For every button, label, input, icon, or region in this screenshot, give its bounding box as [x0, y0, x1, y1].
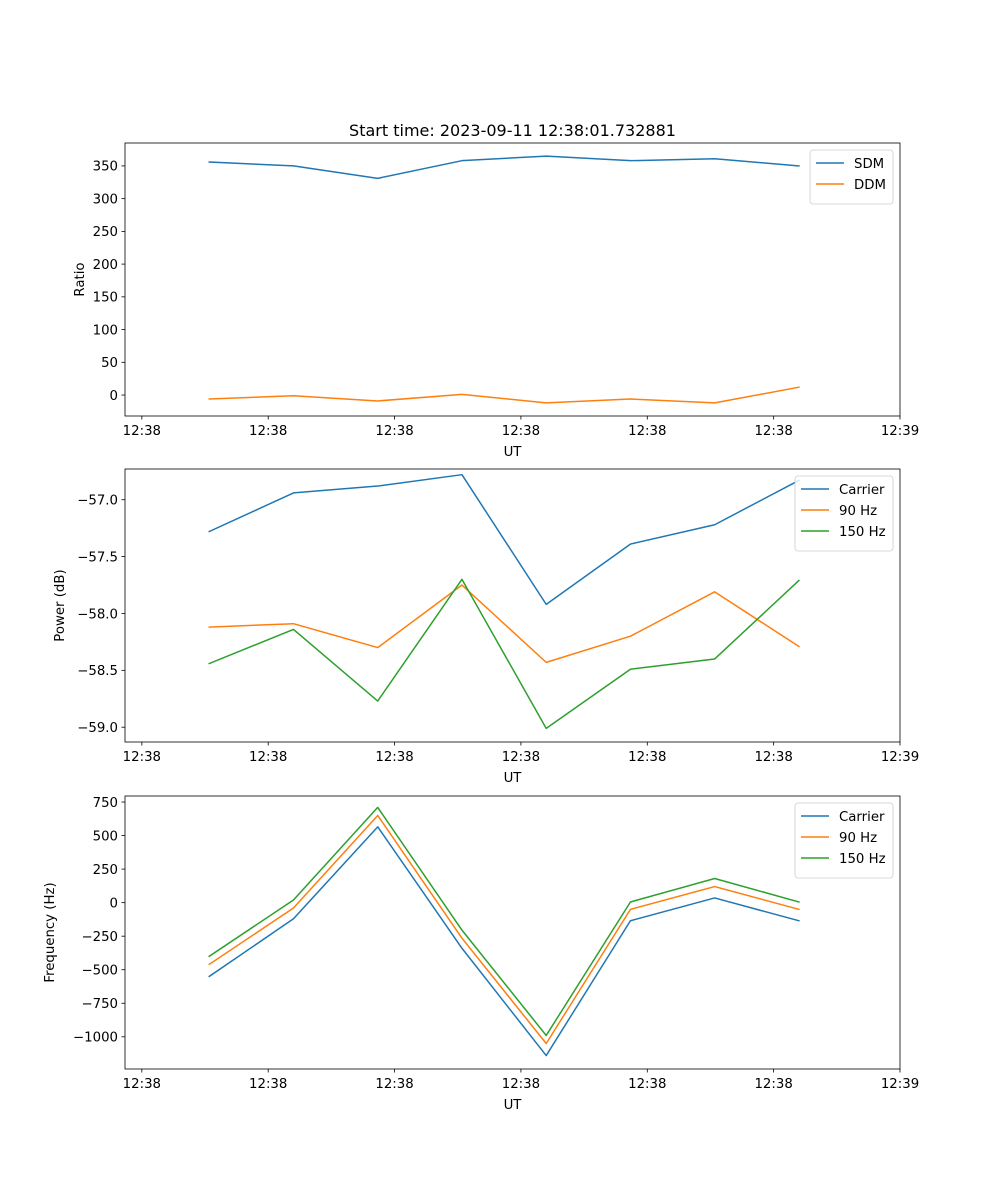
legend: Carrier 90 Hz 150 Hz — [794, 802, 894, 879]
x-tick-label: 12:39 — [881, 750, 919, 765]
y-axis-label: Ratio — [73, 262, 88, 296]
x-tick-label: 12:38 — [628, 1077, 666, 1092]
y-tick-label: −1000 — [73, 1031, 118, 1046]
legend-label: Carrier — [839, 483, 885, 498]
x-axis-label: UT — [504, 771, 523, 786]
legend-label: 150 Hz — [839, 525, 886, 540]
series-line-sdm — [208, 155, 800, 180]
series-line-150-hz — [208, 578, 800, 730]
y-tick-label: −58.5 — [77, 664, 118, 679]
x-tick-label: 12:38 — [249, 1077, 287, 1092]
legend-label: 150 Hz — [839, 852, 886, 867]
axes-frame — [124, 795, 901, 1070]
legend-label: 90 Hz — [839, 504, 877, 519]
axes-frame — [124, 468, 901, 743]
y-tick-label: −750 — [81, 997, 118, 1012]
y-tick-label: 250 — [93, 225, 118, 240]
legend-label: DDM — [854, 178, 886, 193]
legend: Carrier 90 Hz 150 Hz — [794, 475, 894, 552]
chart-panel-2: 12:38 12:38 12:38 12:38 12:38 12:38 12:39 −59.0… — [53, 468, 919, 786]
y-tick-label: −59.0 — [77, 721, 118, 736]
x-axis-label: UT — [504, 445, 523, 460]
x-tick-label: 12:38 — [502, 1077, 540, 1092]
y-tick-label: −250 — [81, 930, 118, 945]
y-tick-label: 200 — [93, 258, 118, 273]
y-tick-label: 50 — [101, 356, 118, 371]
y-tick-label: −57.5 — [77, 550, 118, 565]
chart-title: Start time: 2023-09-11 12:38:01.732881 — [349, 121, 676, 140]
x-tick-label: 12:38 — [123, 424, 161, 439]
y-tick-label: −57.0 — [77, 494, 118, 509]
y-tick-label: 300 — [93, 192, 118, 207]
series-line-90-hz — [208, 814, 800, 1045]
series-line-ddm — [208, 386, 800, 404]
series-line-carrier — [208, 473, 800, 606]
y-tick-label: 100 — [93, 323, 118, 338]
plot-area — [125, 469, 900, 742]
x-tick-label: 12:38 — [502, 424, 540, 439]
y-tick-label: 350 — [93, 160, 118, 175]
y-tick-label: 750 — [93, 796, 118, 811]
x-tick-label: 12:38 — [628, 750, 666, 765]
series-line-90-hz — [208, 584, 800, 664]
x-tick-label: 12:38 — [502, 750, 540, 765]
x-tick-label: 12:38 — [123, 1077, 161, 1092]
chart-panel-1: 12:38 12:38 12:38 12:38 12:38 12:38 12:39 0 50 10… — [73, 121, 919, 460]
y-axis-label: Frequency (Hz) — [43, 882, 58, 982]
chart-panel-3: 12:38 12:38 12:38 12:38 12:38 12:38 12:39 −1000… — [43, 795, 919, 1113]
x-tick-label: 12:38 — [628, 424, 666, 439]
x-tick-label: 12:38 — [375, 424, 413, 439]
y-tick-label: 250 — [93, 863, 118, 878]
y-axis-label: Power (dB) — [53, 569, 68, 641]
x-tick-label: 12:39 — [881, 1077, 919, 1092]
legend-label: Carrier — [839, 810, 885, 825]
legend-label: 90 Hz — [839, 831, 877, 846]
x-tick-label: 12:38 — [249, 424, 287, 439]
x-tick-label: 12:38 — [754, 1077, 792, 1092]
y-tick-label: 0 — [110, 896, 118, 911]
x-tick-label: 12:38 — [375, 750, 413, 765]
plot-area — [125, 796, 900, 1069]
x-tick-label: 12:38 — [249, 750, 287, 765]
legend-box — [794, 802, 894, 879]
series-line-150-hz — [208, 806, 800, 1037]
x-tick-label: 12:38 — [123, 750, 161, 765]
plot-area — [125, 143, 900, 416]
y-tick-label: 150 — [93, 291, 118, 306]
y-tick-label: 500 — [93, 829, 118, 844]
y-tick-label: 0 — [110, 389, 118, 404]
x-tick-label: 12:38 — [375, 1077, 413, 1092]
x-tick-label: 12:38 — [754, 750, 792, 765]
x-axis-label: UT — [504, 1098, 523, 1113]
x-tick-label: 12:38 — [754, 424, 792, 439]
x-tick-label: 12:39 — [881, 424, 919, 439]
legend: SDM DDM — [809, 149, 894, 205]
legend-box — [794, 475, 894, 552]
legend-label: SDM — [854, 157, 884, 172]
y-tick-label: −58.0 — [77, 607, 118, 622]
y-tick-label: −500 — [81, 964, 118, 979]
series-line-carrier — [208, 826, 800, 1057]
axes-frame — [124, 142, 901, 417]
